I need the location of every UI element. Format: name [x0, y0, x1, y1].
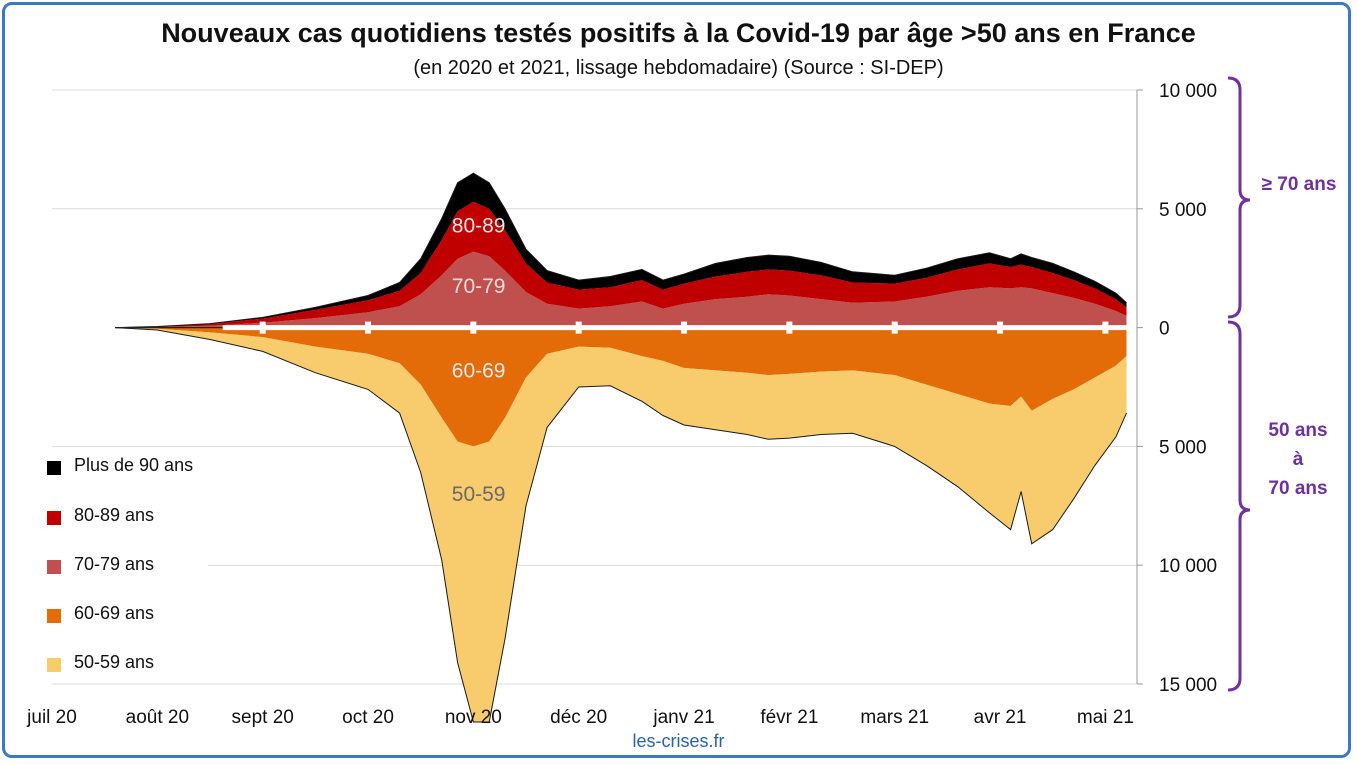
legend-swatch-80-89 — [47, 511, 61, 525]
zero-axis-tick-3 — [365, 321, 372, 334]
zero-axis-tick-7 — [786, 321, 793, 334]
zero-axis-tick-2 — [259, 321, 266, 334]
area-above-80-89-ans — [115, 201, 1127, 328]
series-label-80-89: 80-89 — [452, 215, 506, 238]
zero-axis-tick-4 — [470, 321, 477, 334]
y-tick-label-3: 5 000 — [1159, 437, 1207, 458]
lower-bracket — [1227, 320, 1251, 692]
lower-bracket-label-2: 70 ans — [1268, 478, 1327, 499]
x-tick-label-7: févr 21 — [760, 707, 818, 728]
x-tick-label-4: nov 20 — [445, 707, 502, 728]
legend-swatch-over-90 — [47, 461, 61, 475]
outline-below — [115, 327, 1127, 723]
legend-swatch-70-79 — [47, 560, 61, 574]
chart-title: Nouveaux cas quotidiens testés positifs … — [161, 18, 1196, 48]
source-link[interactable]: les-crises.fr — [632, 731, 725, 751]
upper-bracket — [1227, 76, 1251, 319]
zero-axis-tick-6 — [681, 321, 688, 334]
legend-label-80-89: 80-89 ans — [74, 505, 155, 525]
x-tick-label-6: janv 21 — [652, 707, 714, 728]
legend-swatch-50-59 — [47, 658, 61, 672]
legend-label-50-59: 50-59 ans — [74, 652, 155, 672]
series-label-50-59: 50-59 — [452, 483, 506, 506]
x-tick-label-2: sept 20 — [232, 707, 294, 728]
chart-subtitle: (en 2020 et 2021, lissage hebdomadaire) … — [413, 57, 944, 79]
y-tick-label-4: 10 000 — [1159, 556, 1217, 577]
x-tick-label-8: mars 21 — [860, 707, 929, 728]
series-label-60-69: 60-69 — [452, 359, 506, 382]
zero-axis-tick-10 — [1102, 321, 1109, 334]
series-label-70-79: 70-79 — [452, 275, 506, 298]
area-above-70-79-ans — [115, 251, 1127, 328]
zero-axis-tick-8 — [891, 321, 898, 334]
y-tick-label-5: 15 000 — [1159, 675, 1217, 696]
x-tick-label-0: juil 20 — [26, 707, 77, 728]
x-tick-label-10: mai 21 — [1077, 707, 1134, 728]
x-tick-label-5: déc 20 — [550, 707, 607, 728]
area-below-60-69-ans — [115, 327, 1127, 447]
legend-label-60-69: 60-69 ans — [74, 603, 155, 623]
area-below-50-59-ans — [115, 327, 1127, 722]
x-tick-label-3: oct 20 — [342, 707, 394, 728]
x-tick-label-9: avr 21 — [974, 707, 1027, 728]
zero-axis-tick-9 — [997, 321, 1004, 334]
legend-label-over-90: Plus de 90 ans — [74, 455, 194, 475]
x-tick-label-1: août 20 — [126, 707, 189, 728]
legend-swatch-60-69 — [47, 609, 61, 623]
outline-above — [115, 172, 1127, 329]
lower-bracket-label-0: 50 ans — [1268, 420, 1327, 441]
y-tick-label-1: 5 000 — [1159, 200, 1207, 221]
y-tick-label-2: 0 — [1159, 319, 1170, 340]
upper-bracket-label: ≥ 70 ans — [1262, 174, 1337, 195]
y-tick-label-0: 10 000 — [1159, 81, 1217, 102]
lower-bracket-label-1: à — [1293, 449, 1304, 470]
legend-label-70-79: 70-79 ans — [74, 554, 155, 574]
zero-axis-tick-5 — [575, 321, 582, 334]
